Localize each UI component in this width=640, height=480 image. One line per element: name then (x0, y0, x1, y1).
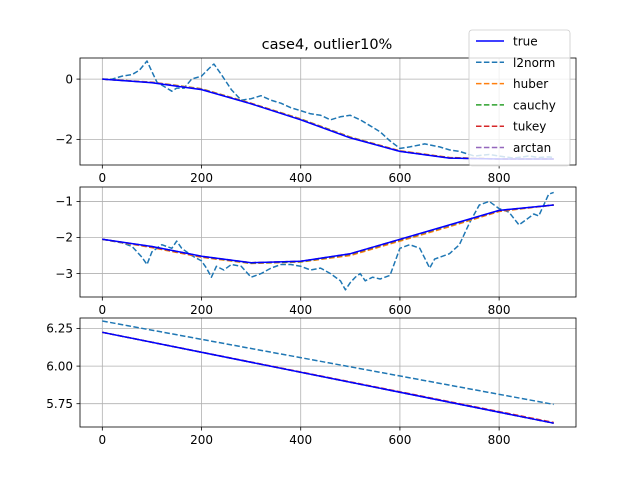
x-tick-label: 0 (98, 171, 106, 185)
legend: true l2norm huber cauchy tukey arctan (468, 29, 571, 167)
x-tick-label: 200 (190, 171, 213, 185)
series-lines (102, 320, 554, 424)
legend-item-huber: huber (476, 77, 548, 91)
legend-label: huber (513, 77, 548, 91)
x-tick-label: 400 (289, 433, 312, 447)
legend-item-arctan: arctan (476, 141, 551, 155)
x-tick-label: 200 (190, 303, 213, 317)
series-line-true (102, 204, 554, 264)
legend-label: true (513, 35, 538, 49)
y-tick-label: −1 (55, 195, 73, 209)
y-tick-label: 6.25 (46, 322, 73, 336)
y-tick-label: 6.00 (46, 359, 73, 373)
legend-item-l2norm: l2norm (476, 56, 555, 70)
x-tick-label: 600 (388, 171, 411, 185)
y-tick-label: 0 (65, 72, 73, 86)
chart-title: case4, outlier10% (262, 37, 393, 53)
subplot-2: 0 200 400 600 800 −1 −2 −3 (55, 186, 577, 317)
legend-item-tukey: tukey (476, 120, 546, 134)
legend-label: l2norm (513, 56, 555, 70)
legend-label: tukey (513, 120, 546, 134)
legend-label: cauchy (513, 98, 556, 112)
y-tick-label: −2 (55, 231, 73, 245)
axes-frame (79, 317, 577, 428)
y-tick-label: −3 (55, 267, 73, 281)
legend-item-cauchy: cauchy (476, 98, 556, 112)
x-tick-label: 400 (289, 303, 312, 317)
series-lines (102, 191, 554, 291)
axes-frame (79, 57, 577, 166)
x-tick-label: 0 (98, 303, 106, 317)
x-tick-label: 800 (488, 303, 511, 317)
x-tick-label: 600 (388, 303, 411, 317)
series-line-true (102, 331, 554, 424)
legend-label: arctan (513, 141, 551, 155)
series-line-l2norm (102, 60, 554, 159)
x-tick-label: 600 (388, 433, 411, 447)
y-tick-label: −2 (55, 133, 73, 147)
axes-frame (79, 186, 577, 298)
series-line-l2norm (102, 191, 554, 291)
x-tick-label: 0 (98, 433, 106, 447)
subplot-3: 0 200 400 600 800 6.25 6.00 5.75 (46, 317, 577, 447)
y-tick-label: 5.75 (46, 397, 73, 411)
x-tick-label: 400 (289, 171, 312, 185)
x-tick-label: 800 (488, 433, 511, 447)
series-line-l2norm (102, 320, 554, 406)
legend-item-true: true (476, 35, 538, 49)
x-tick-label: 200 (190, 433, 213, 447)
x-tick-label: 800 (488, 171, 511, 185)
legend-box (468, 29, 571, 167)
